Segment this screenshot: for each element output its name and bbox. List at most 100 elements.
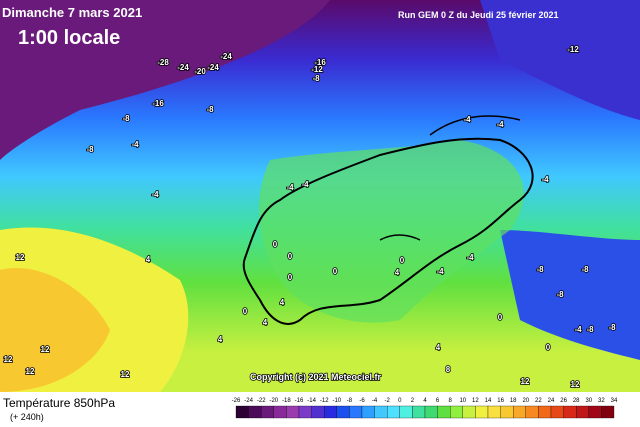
colorbar-swatch	[387, 405, 400, 419]
colorbar-tick-label: 28	[573, 398, 580, 404]
contour-label: 4	[395, 268, 400, 277]
colorbar-swatch	[500, 405, 514, 419]
colorbar-tick-label: -4	[372, 398, 378, 404]
contour-label: 12	[16, 253, 25, 262]
colorbar-swatch	[513, 405, 526, 419]
colorbar-swatch	[273, 405, 287, 419]
contour-label: -8	[206, 105, 214, 114]
contour-label: -28	[157, 58, 169, 67]
contour-label: -4	[496, 120, 504, 129]
contour-label: 12	[26, 367, 35, 376]
colorbar-swatch	[248, 405, 262, 419]
colorbar-swatch	[576, 405, 589, 419]
colorbar-tick-label: -26	[232, 398, 241, 404]
colorbar-swatch	[298, 405, 312, 419]
colorbar-swatch	[525, 405, 539, 419]
cold-zone	[480, 0, 640, 120]
contour-label: -8	[86, 145, 94, 154]
copyright: Copyright (c) 2021 Meteociel.fr	[250, 372, 382, 382]
colorbar-swatch	[601, 405, 615, 419]
colorbar-tick-label: -10	[332, 398, 341, 404]
colorbar-tick-label: 8	[449, 398, 453, 404]
contour-label: -4	[301, 180, 309, 189]
date: Dimanche 7 mars 2021	[2, 5, 142, 20]
time: 1:00 locale	[18, 27, 120, 49]
contour-label: 4	[436, 343, 441, 352]
contour-label: -16	[314, 58, 326, 67]
colorbar-tick-label: 2	[411, 398, 415, 404]
contour-label: 12	[4, 355, 13, 364]
run-info: Run GEM 0 Z du Jeudi 25 février 2021	[398, 10, 559, 20]
colorbar-swatch	[588, 405, 602, 419]
colorbar-swatch	[374, 405, 388, 419]
colorbar-tick-label: -22	[257, 398, 266, 404]
land-zone	[259, 140, 524, 323]
colorbar-swatch	[412, 405, 426, 419]
colorbar-tick-label: -20	[269, 398, 278, 404]
coastline	[242, 137, 534, 325]
colorbar-tick-label: 18	[510, 398, 517, 404]
map-labels: -28-24 -20 -24-24-16-12-8-12-16-8-8-8-4-4-…	[3, 44, 617, 390]
colorbar-swatch	[324, 405, 337, 419]
colorbar-swatch	[475, 405, 489, 419]
coastline	[379, 115, 521, 241]
warm-zone	[0, 268, 110, 392]
colorbar-swatch	[399, 405, 413, 419]
colorbar-tick-label: 34	[611, 398, 618, 404]
colorbar-swatch	[424, 405, 438, 419]
contour-label: 12	[41, 345, 50, 354]
contour-label: 4	[280, 298, 285, 307]
colorbar-tick-label: 20	[522, 398, 529, 404]
contour-label: 12	[521, 377, 530, 386]
colorbar-tick-label: -8	[347, 398, 353, 404]
colorbar: -26 -24 -22 -20 -18 -16 -14 -12 -10 -8 -6 -4 -2 0 2 4 6 8…	[232, 398, 618, 419]
contour-label: -4	[436, 267, 444, 276]
colorbar-swatch	[235, 405, 249, 419]
footer-title: Température 850hPa	[3, 396, 115, 410]
contour-label: -4	[574, 325, 582, 334]
contour-label: 4	[218, 335, 223, 344]
colorbar-swatch	[550, 405, 564, 419]
contour-label: -4	[463, 115, 471, 124]
contour-label: 8	[446, 365, 451, 374]
colorbar-tick-label: 22	[535, 398, 542, 404]
colorbar-swatch	[286, 405, 300, 419]
colorbar-tick-label: 4	[423, 398, 427, 404]
contour-label: -4	[131, 140, 139, 149]
contour-label: -20	[194, 67, 206, 76]
colorbar-tick-label: -14	[307, 398, 316, 404]
colorbar-tick-label: 12	[472, 398, 479, 404]
colorbar-tick-label: 30	[585, 398, 592, 404]
contour-label: 0	[546, 343, 551, 352]
colorbar-tick-label: -16	[295, 398, 304, 404]
contour-label: -24	[220, 52, 232, 61]
contour-label: -4	[466, 253, 474, 262]
contour-label: 12	[121, 370, 130, 379]
contour-label: -24	[207, 63, 219, 72]
contour-label: -8	[556, 290, 564, 299]
colorbar-tick-label: 16	[497, 398, 504, 404]
contour-label: -8	[581, 265, 589, 274]
colorbar-swatch	[349, 405, 363, 419]
contour-label: 4	[146, 255, 151, 264]
contour-label: -16	[152, 99, 164, 108]
contour-label: -8	[536, 265, 544, 274]
colorbar-swatch	[450, 405, 463, 419]
colorbar-tick-label: 14	[485, 398, 492, 404]
colorbar-tick-label: 32	[598, 398, 605, 404]
contour-label: 0	[400, 256, 405, 265]
colorbar-tick-label: -24	[244, 398, 253, 404]
colorbar-tick-label: 0	[398, 398, 402, 404]
contour-label: -8	[122, 114, 130, 123]
colorbar-tick-label: -2	[385, 398, 391, 404]
footer-subtitle: (+ 240h)	[10, 412, 44, 422]
cold-zone	[500, 230, 640, 360]
colorbar-tick-label: 10	[459, 398, 466, 404]
contour-label: -8	[586, 325, 594, 334]
contour-label: 0	[333, 267, 338, 276]
colorbar-tick-label: -12	[320, 398, 329, 404]
colorbar-swatch	[563, 405, 577, 419]
colorbar-tick-label: 6	[436, 398, 440, 404]
colorbar-swatch	[261, 405, 274, 419]
